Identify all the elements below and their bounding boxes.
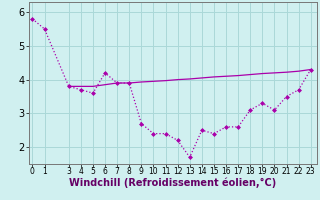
X-axis label: Windchill (Refroidissement éolien,°C): Windchill (Refroidissement éolien,°C) <box>69 178 276 188</box>
